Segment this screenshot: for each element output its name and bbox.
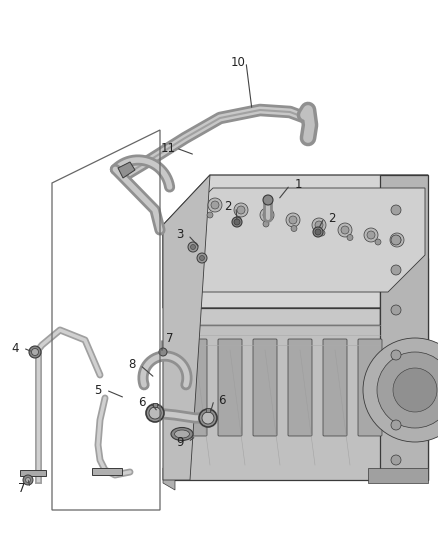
- FancyBboxPatch shape: [288, 339, 312, 436]
- Circle shape: [286, 213, 300, 227]
- Circle shape: [234, 219, 240, 225]
- Circle shape: [29, 346, 41, 358]
- Circle shape: [315, 229, 321, 235]
- Circle shape: [391, 235, 401, 245]
- Text: 1: 1: [294, 179, 302, 191]
- Bar: [206, 408, 210, 412]
- Circle shape: [199, 409, 217, 427]
- Circle shape: [208, 198, 222, 212]
- FancyBboxPatch shape: [323, 339, 347, 436]
- Circle shape: [289, 216, 297, 224]
- Polygon shape: [163, 468, 175, 490]
- Polygon shape: [368, 468, 428, 483]
- Ellipse shape: [171, 427, 193, 440]
- Circle shape: [188, 242, 198, 252]
- Bar: [153, 403, 157, 407]
- Circle shape: [391, 350, 401, 360]
- Text: 7: 7: [166, 332, 174, 344]
- Text: 7: 7: [18, 481, 26, 495]
- Circle shape: [319, 230, 325, 236]
- Circle shape: [391, 205, 401, 215]
- Circle shape: [291, 225, 297, 231]
- Circle shape: [25, 478, 31, 482]
- Circle shape: [32, 349, 39, 356]
- Circle shape: [313, 227, 323, 237]
- Circle shape: [234, 203, 248, 217]
- Circle shape: [391, 420, 401, 430]
- Text: 6: 6: [218, 393, 226, 407]
- Polygon shape: [163, 175, 428, 308]
- Polygon shape: [163, 308, 380, 325]
- Bar: [92, 468, 122, 475]
- Circle shape: [191, 245, 195, 249]
- FancyBboxPatch shape: [183, 339, 207, 436]
- Circle shape: [263, 221, 269, 227]
- Text: 9: 9: [176, 435, 184, 448]
- Text: 3: 3: [177, 229, 184, 241]
- Polygon shape: [380, 175, 428, 480]
- Circle shape: [338, 223, 352, 237]
- Circle shape: [393, 368, 437, 412]
- Circle shape: [391, 265, 401, 275]
- Circle shape: [260, 208, 274, 222]
- Circle shape: [390, 233, 404, 247]
- Circle shape: [377, 352, 438, 428]
- Circle shape: [207, 212, 213, 218]
- Circle shape: [391, 305, 401, 315]
- Ellipse shape: [174, 430, 190, 438]
- Circle shape: [393, 236, 401, 244]
- Bar: [20, 470, 46, 476]
- Circle shape: [341, 226, 349, 234]
- Circle shape: [312, 218, 326, 232]
- Polygon shape: [118, 162, 135, 178]
- FancyBboxPatch shape: [218, 339, 242, 436]
- Circle shape: [197, 253, 207, 263]
- Circle shape: [23, 475, 33, 485]
- Text: 2: 2: [328, 212, 336, 224]
- Circle shape: [263, 211, 271, 219]
- Text: 2: 2: [224, 200, 232, 214]
- Circle shape: [347, 235, 353, 240]
- Text: 8: 8: [128, 359, 136, 372]
- Circle shape: [263, 195, 273, 205]
- Text: 4: 4: [11, 342, 19, 354]
- Text: 10: 10: [230, 55, 245, 69]
- Circle shape: [363, 338, 438, 442]
- Text: 11: 11: [160, 141, 176, 155]
- Polygon shape: [163, 258, 428, 480]
- Circle shape: [237, 206, 245, 214]
- Circle shape: [232, 217, 242, 227]
- Text: 6: 6: [138, 395, 146, 408]
- Circle shape: [315, 221, 323, 229]
- Circle shape: [146, 404, 164, 422]
- FancyBboxPatch shape: [253, 339, 277, 436]
- Circle shape: [202, 412, 214, 424]
- Circle shape: [159, 348, 167, 356]
- Text: 5: 5: [94, 384, 102, 397]
- Circle shape: [364, 228, 378, 242]
- Circle shape: [149, 407, 161, 419]
- Circle shape: [211, 201, 219, 209]
- Polygon shape: [175, 188, 425, 292]
- Circle shape: [199, 255, 205, 261]
- Polygon shape: [163, 175, 210, 480]
- Circle shape: [367, 231, 375, 239]
- Circle shape: [235, 216, 241, 222]
- FancyBboxPatch shape: [358, 339, 382, 436]
- Circle shape: [391, 455, 401, 465]
- Circle shape: [375, 239, 381, 245]
